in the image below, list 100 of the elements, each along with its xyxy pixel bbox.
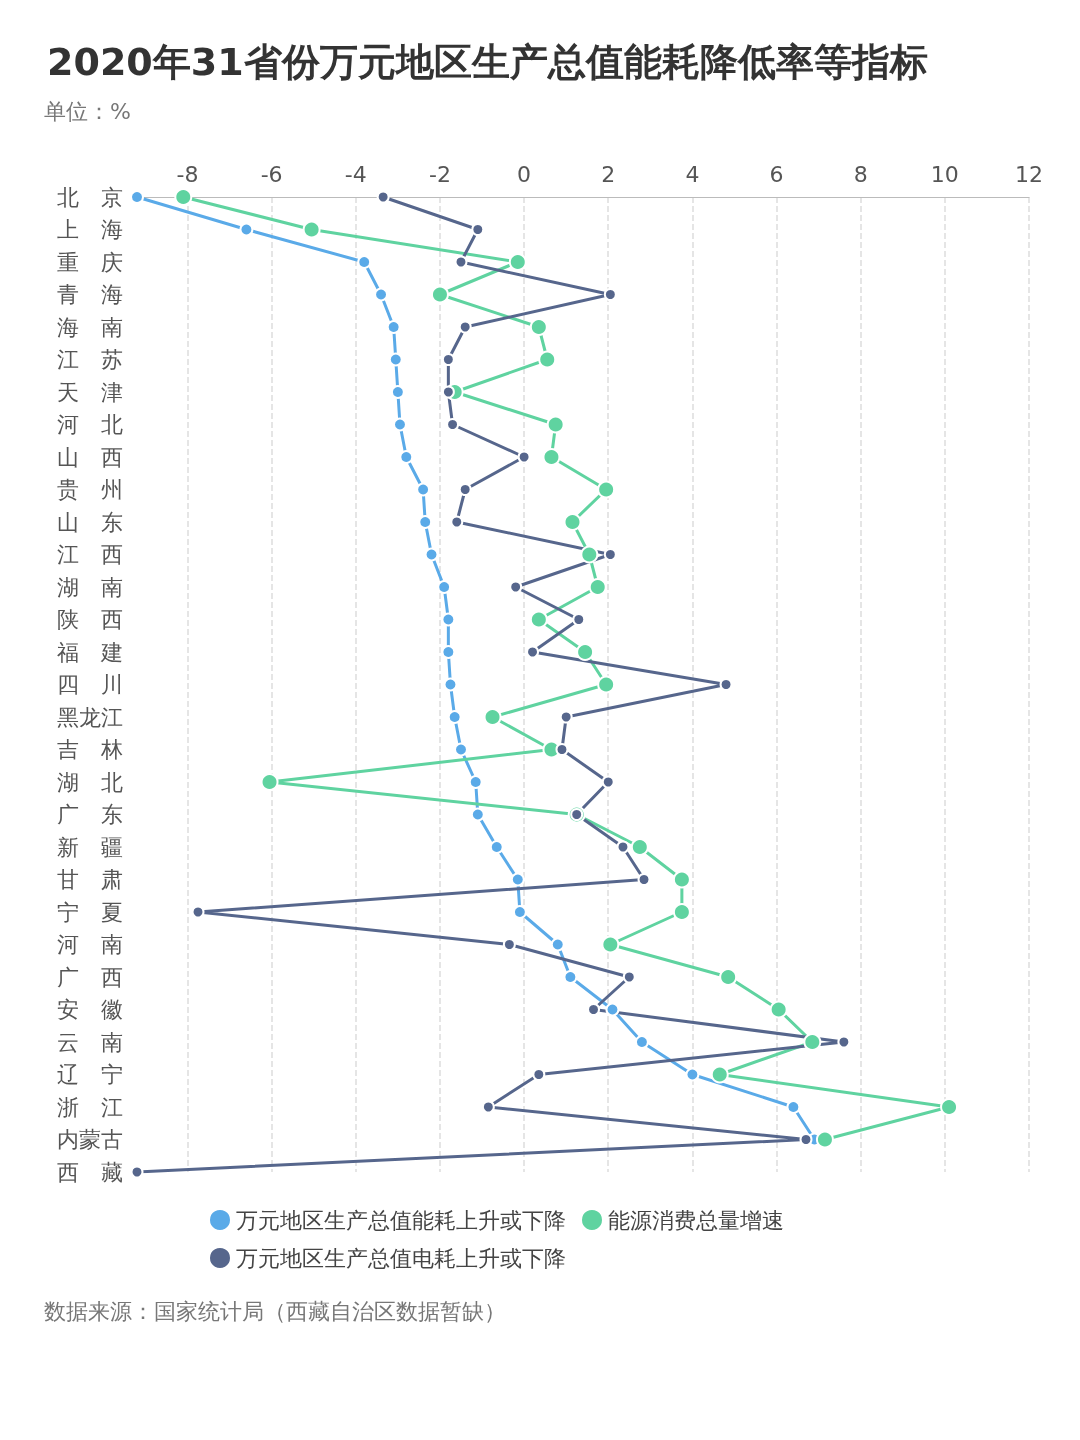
y-tick-label: 上 海 <box>57 217 123 242</box>
x-tick-label: 2 <box>601 161 616 187</box>
point <box>418 515 433 529</box>
point <box>630 838 649 856</box>
point <box>603 548 617 561</box>
legend-label: 能源消费总量增速 <box>608 1207 784 1233</box>
point <box>260 773 279 791</box>
point <box>502 938 516 951</box>
legend-label: 万元地区生产总值电耗上升或下降 <box>236 1245 566 1271</box>
point <box>603 288 617 301</box>
point <box>468 775 483 789</box>
point <box>580 545 599 564</box>
point <box>803 1033 822 1051</box>
point <box>634 1035 649 1049</box>
legend-label: 万元地区生产总值能耗上升或下降 <box>236 1207 566 1233</box>
point <box>622 970 636 984</box>
point <box>458 483 472 496</box>
x-tick-label: 0 <box>517 161 532 187</box>
y-tick-label: 吉 林 <box>57 737 123 762</box>
point <box>424 547 439 562</box>
y-tick-label: 河 南 <box>57 932 123 957</box>
chart-title: 2020年31省份万元地区生产总值能耗降低率等指标 <box>47 40 928 84</box>
point <box>510 872 525 887</box>
point <box>555 743 569 756</box>
y-tick-label: 西 藏 <box>57 1159 123 1185</box>
y-tick-label: 河 北 <box>57 412 123 437</box>
point <box>441 645 456 659</box>
point <box>302 220 321 239</box>
y-tick-label: 广 东 <box>57 802 123 827</box>
x-tick-label: -8 <box>176 161 199 187</box>
y-tick-label: 云 南 <box>57 1029 123 1055</box>
point <box>529 318 548 336</box>
point <box>597 675 616 694</box>
point <box>174 188 193 206</box>
x-tick-label: -6 <box>260 161 283 187</box>
point <box>588 578 607 596</box>
point <box>672 903 691 921</box>
chart-subtitle: 单位：% <box>44 98 131 124</box>
point <box>446 418 460 431</box>
point <box>509 580 523 594</box>
y-tick-label: 江 苏 <box>57 347 123 372</box>
point <box>470 807 485 822</box>
x-tick-label: -4 <box>344 161 367 187</box>
point <box>508 253 527 271</box>
point <box>815 1130 834 1149</box>
y-tick-label: 浙 江 <box>57 1094 123 1120</box>
y-tick-label: 四 川 <box>57 672 123 697</box>
y-tick-label: 内蒙古 <box>57 1127 123 1152</box>
point <box>799 1133 813 1146</box>
point <box>601 775 615 789</box>
point <box>357 255 372 269</box>
point <box>386 320 401 334</box>
point <box>454 255 468 269</box>
y-tick-label: 黑龙江 <box>57 704 123 730</box>
point <box>672 870 691 889</box>
y-tick-label: 安 徽 <box>57 997 123 1022</box>
y-tick-label: 北 京 <box>57 184 123 210</box>
point <box>559 710 573 724</box>
point <box>572 613 586 626</box>
y-tick-label: 天 津 <box>57 379 123 405</box>
point <box>191 905 205 919</box>
point <box>450 515 464 529</box>
point <box>130 190 144 204</box>
point <box>399 450 414 464</box>
point <box>458 320 472 334</box>
point <box>441 612 456 627</box>
y-tick-label: 湖 北 <box>57 769 123 795</box>
point <box>443 677 458 692</box>
y-tick-label: 福 建 <box>57 639 123 665</box>
point <box>542 448 561 466</box>
point <box>532 1068 546 1081</box>
point <box>550 937 565 952</box>
point <box>388 352 403 367</box>
point <box>601 935 620 954</box>
y-tick-label: 贵 州 <box>57 477 123 502</box>
point <box>239 222 254 237</box>
y-tick-label: 湖 南 <box>57 574 123 600</box>
y-tick-label: 青 海 <box>57 282 123 307</box>
y-tick-label: 海 南 <box>57 314 123 340</box>
point <box>529 610 548 629</box>
point <box>447 710 462 724</box>
y-tick-label: 新 疆 <box>57 834 123 860</box>
point <box>616 840 630 854</box>
point <box>597 480 616 499</box>
y-tick-label: 重 庆 <box>57 249 123 275</box>
point <box>538 350 557 369</box>
point <box>563 513 582 531</box>
point <box>769 1000 788 1019</box>
point <box>441 353 455 366</box>
source-note: 数据来源：国家统计局（西藏自治区数据暂缺） <box>44 1298 506 1324</box>
y-tick-label: 陕 西 <box>57 607 123 632</box>
y-tick-label: 甘 肃 <box>57 867 123 892</box>
point <box>517 450 531 464</box>
point <box>719 678 733 691</box>
x-tick-label: 8 <box>853 161 868 187</box>
point <box>587 1003 601 1016</box>
point <box>576 643 595 661</box>
point <box>546 415 565 434</box>
point <box>786 1100 801 1114</box>
y-tick-label: 山 西 <box>57 444 123 470</box>
